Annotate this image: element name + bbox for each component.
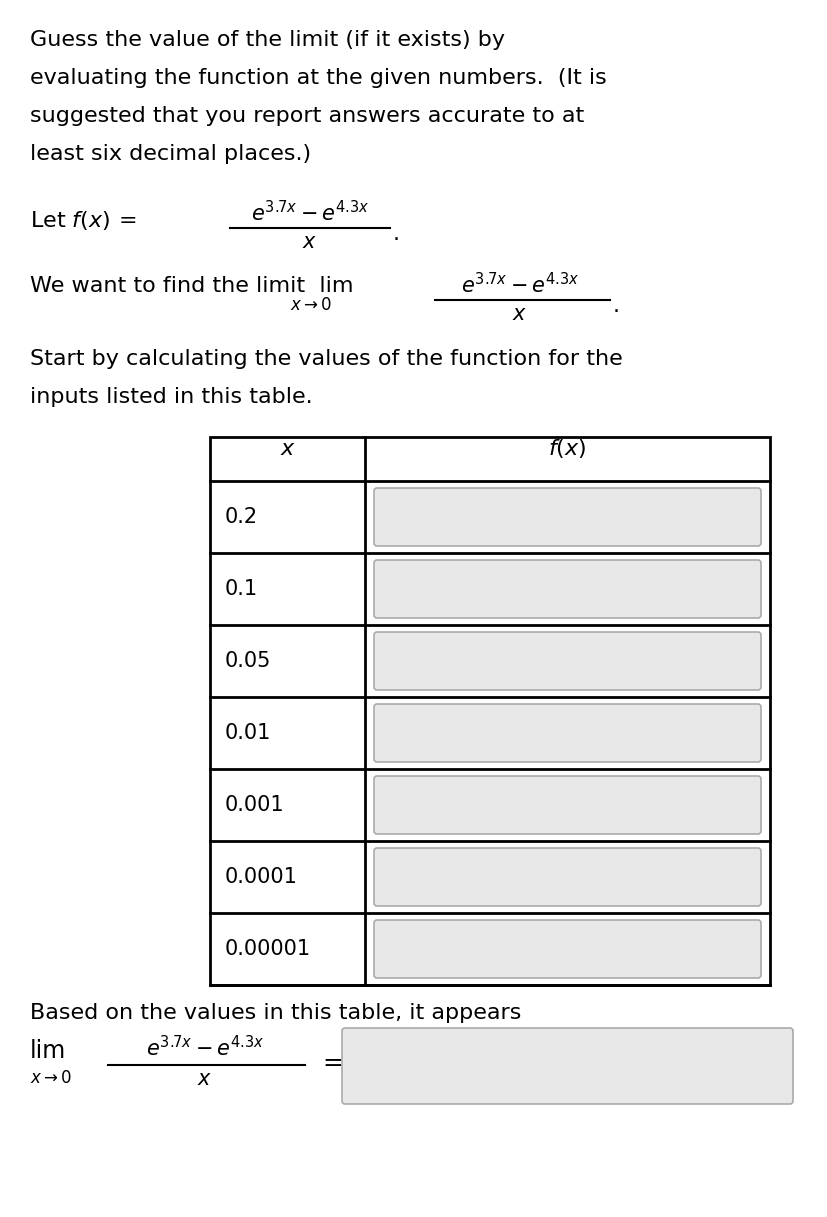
FancyBboxPatch shape <box>374 920 760 978</box>
Text: $x$: $x$ <box>280 439 295 459</box>
Text: 0.1: 0.1 <box>225 579 258 599</box>
Text: $f(x)$: $f(x)$ <box>547 437 586 460</box>
Text: $x \to 0$: $x \to 0$ <box>30 1069 72 1087</box>
Bar <box>210 437 769 985</box>
Text: $x$: $x$ <box>197 1069 213 1089</box>
Text: evaluating the function at the given numbers.  (It is: evaluating the function at the given num… <box>30 68 606 88</box>
Text: $x$: $x$ <box>302 232 318 252</box>
Text: 0.2: 0.2 <box>225 507 258 527</box>
FancyBboxPatch shape <box>374 703 760 762</box>
Text: Start by calculating the values of the function for the: Start by calculating the values of the f… <box>30 349 622 369</box>
Text: We want to find the limit  lim: We want to find the limit lim <box>30 276 353 296</box>
FancyBboxPatch shape <box>374 488 760 546</box>
Text: least six decimal places.): least six decimal places.) <box>30 144 311 164</box>
Text: 0.00001: 0.00001 <box>225 940 311 959</box>
Text: .: . <box>612 296 619 316</box>
Text: $e^{3.7x} - e^{4.3x}$: $e^{3.7x} - e^{4.3x}$ <box>460 273 579 297</box>
Text: inputs listed in this table.: inputs listed in this table. <box>30 387 313 406</box>
Text: $=$: $=$ <box>318 1049 342 1073</box>
Text: Guess the value of the limit (if it exists) by: Guess the value of the limit (if it exis… <box>30 30 504 50</box>
FancyBboxPatch shape <box>342 1028 792 1104</box>
Text: $x \to 0$: $x \to 0$ <box>289 296 332 314</box>
FancyBboxPatch shape <box>374 776 760 834</box>
Text: Based on the values in this table, it appears: Based on the values in this table, it ap… <box>30 1003 521 1023</box>
Text: Let $f(x)\, =$: Let $f(x)\, =$ <box>30 208 136 231</box>
Text: lim: lim <box>30 1039 66 1062</box>
Text: 0.01: 0.01 <box>225 723 271 744</box>
Text: 0.001: 0.001 <box>225 795 284 815</box>
FancyBboxPatch shape <box>374 560 760 618</box>
Text: $e^{3.7x} - e^{4.3x}$: $e^{3.7x} - e^{4.3x}$ <box>146 1034 264 1060</box>
FancyBboxPatch shape <box>374 632 760 690</box>
Text: $x$: $x$ <box>512 304 527 324</box>
Text: $e^{3.7x} - e^{4.3x}$: $e^{3.7x} - e^{4.3x}$ <box>251 200 369 225</box>
Text: 0.05: 0.05 <box>225 651 271 671</box>
Text: 0.0001: 0.0001 <box>225 867 298 887</box>
FancyBboxPatch shape <box>374 848 760 905</box>
Text: .: . <box>393 224 399 243</box>
Text: suggested that you report answers accurate to at: suggested that you report answers accura… <box>30 106 584 127</box>
